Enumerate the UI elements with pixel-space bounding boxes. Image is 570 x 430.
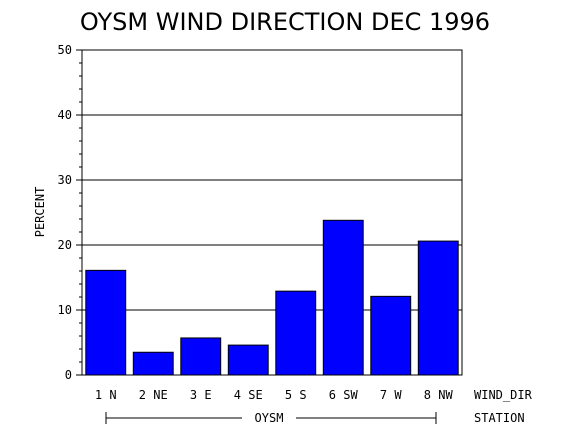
x-tick-label: 8 NW	[424, 388, 454, 402]
bar	[370, 295, 412, 376]
x-tick-label: 4 SE	[234, 388, 263, 402]
group-label: OYSM	[255, 411, 284, 425]
bar	[275, 290, 317, 376]
plot-frame	[81, 49, 463, 376]
y-axis-label: PERCENT	[33, 187, 47, 238]
bars	[85, 219, 459, 376]
group-axis-label: STATION	[474, 411, 525, 425]
y-tick-label: 50	[58, 43, 72, 57]
y-tick-label: 30	[58, 173, 72, 187]
chart-title: OYSM WIND DIRECTION DEC 1996	[80, 8, 490, 36]
group-bracket	[105, 412, 437, 424]
x-tick-label: 5 S	[285, 388, 307, 402]
y-tick-label: 40	[58, 108, 72, 122]
gridlines	[82, 49, 462, 311]
bar	[85, 269, 127, 376]
bar	[417, 240, 459, 376]
x-tick-label: 1 N	[95, 388, 117, 402]
x-axis-tick-labels: 1 N 2 NE 3 E 4 SE 5 S 6 SW 7 W 8 NW	[95, 388, 454, 402]
bar	[322, 219, 364, 376]
bar	[132, 351, 174, 376]
x-tick-label: 7 W	[380, 388, 402, 402]
x-tick-label: 6 SW	[329, 388, 359, 402]
y-tick-label: 0	[65, 368, 72, 382]
bar	[180, 337, 222, 376]
x-tick-label: 3 E	[190, 388, 212, 402]
y-axis-ticks: 0 10 20 30 40 50	[58, 43, 82, 382]
y-tick-label: 10	[58, 303, 72, 317]
y-tick-label: 20	[58, 238, 72, 252]
x-tick-label: 2 NE	[139, 388, 168, 402]
x-axis-label: WIND_DIR	[474, 388, 533, 402]
bar	[227, 344, 269, 376]
